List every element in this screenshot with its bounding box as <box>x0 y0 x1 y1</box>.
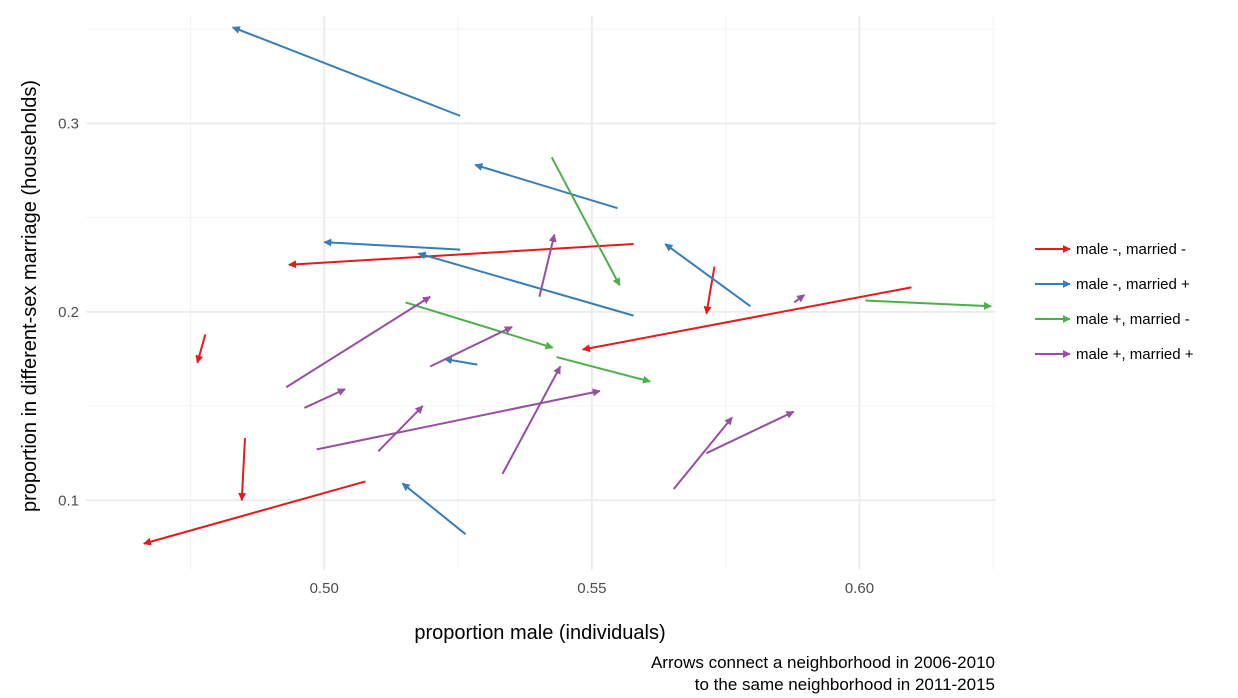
arrow-purple <box>705 410 795 455</box>
arrow-purple <box>377 405 424 452</box>
arrow-purple <box>538 233 557 298</box>
legend: male -, married - male -, married + male +… <box>1035 241 1194 363</box>
x-axis-title: proportion male (individuals) <box>414 622 665 644</box>
y-tick-label: 0.3 <box>58 115 79 132</box>
arrow-purple <box>285 295 431 389</box>
arrow-green <box>865 299 992 310</box>
arrow-blue <box>443 356 478 366</box>
arrow-green <box>556 356 651 384</box>
arrow-green <box>550 156 621 287</box>
arrow-purple <box>429 326 513 368</box>
arrow-purple <box>316 388 601 451</box>
x-tick-label: 0.50 <box>310 580 339 597</box>
arrow-green <box>405 301 554 350</box>
caption-line-2: to the same neighborhood in 2011-2015 <box>695 675 995 694</box>
arrow-purple <box>793 294 806 304</box>
arrow-blue <box>474 163 618 210</box>
x-tick-label: 0.55 <box>577 580 606 597</box>
arrow-blue <box>417 251 634 317</box>
y-axis-ticks: 0.1 0.2 0.3 <box>58 115 79 509</box>
y-tick-label: 0.2 <box>58 304 79 321</box>
legend-label: male +, married - <box>1076 311 1190 328</box>
arrow-red <box>581 286 912 353</box>
arrow-blue <box>231 26 461 117</box>
arrow-red <box>143 480 366 546</box>
arrow-purple <box>672 416 733 490</box>
caption-line-1: Arrows connect a neighborhood in 2006-20… <box>651 653 995 672</box>
grid <box>86 16 996 570</box>
x-tick-label: 0.60 <box>845 580 874 597</box>
legend-label: male -, married - <box>1076 241 1186 258</box>
arrow-red <box>238 438 247 502</box>
arrow-purple <box>303 388 346 409</box>
arrow-purple <box>501 365 562 475</box>
y-axis-title: proportion in different-sex marriage (ho… <box>19 80 41 512</box>
y-tick-label: 0.1 <box>58 492 79 509</box>
arrow-red <box>288 243 634 269</box>
legend-label: male -, married + <box>1076 276 1190 293</box>
arrow-blue <box>323 238 461 251</box>
arrow-blue <box>401 482 467 535</box>
x-axis-ticks: 0.50 0.55 0.60 <box>310 580 874 597</box>
arrows-layer <box>143 26 992 546</box>
arrow-red <box>703 266 716 315</box>
legend-label: male +, married + <box>1076 346 1194 363</box>
arrow-red <box>195 334 207 364</box>
arrow-blue <box>664 243 751 307</box>
